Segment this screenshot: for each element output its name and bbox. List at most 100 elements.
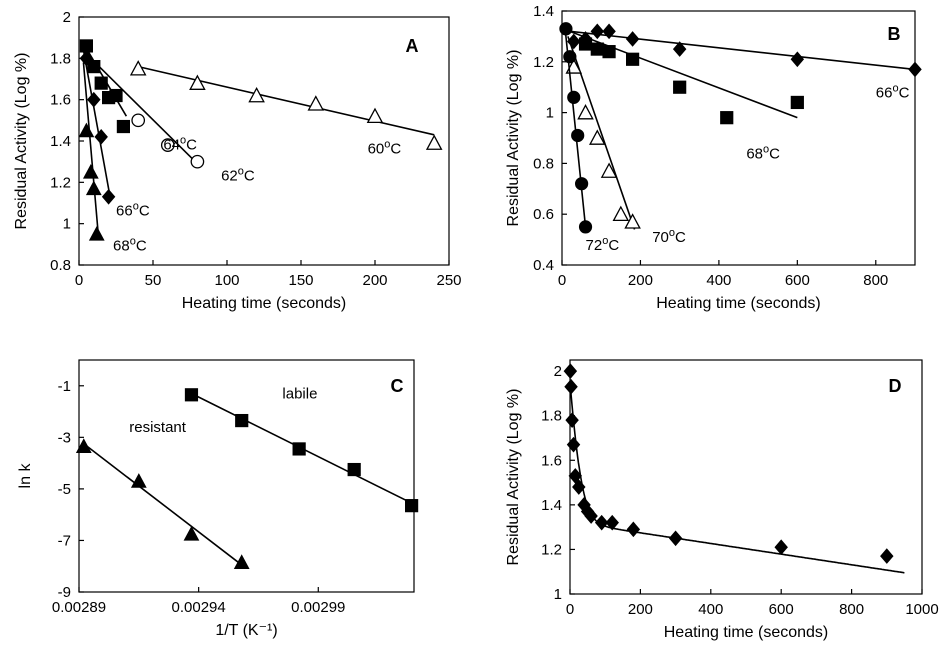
- series-labile: [184, 388, 419, 513]
- series-resistant: [75, 438, 250, 569]
- y-tick-label: -7: [58, 532, 71, 549]
- data-point: [625, 31, 640, 47]
- panel-letter: D: [889, 376, 902, 396]
- x-axis-label: 1/T (K⁻¹): [215, 622, 277, 639]
- y-axis-label: Residual Activity (Log %): [505, 50, 522, 227]
- series-70-c: [565, 36, 641, 230]
- x-tick-label: 200: [628, 272, 653, 289]
- y-axis-label: Residual Activity (Log %): [505, 389, 522, 566]
- data-point: [190, 154, 205, 169]
- data-point: [668, 530, 683, 547]
- fit-curve: [569, 382, 905, 574]
- data-point: [602, 23, 616, 40]
- data-point: [672, 41, 687, 57]
- panel-a: 0 50 100 150 200 250 0.8 1 1.2 1.4 1.6 1.8 2 Heating …: [13, 9, 462, 312]
- x-tick-label: 0: [566, 601, 574, 618]
- y-tick-label: 1.6: [50, 92, 71, 109]
- series-60-c: [129, 60, 443, 150]
- x-axis-label: Heating time (seconds): [182, 295, 347, 312]
- y-tick-label: -1: [58, 378, 71, 395]
- y-tick-label: 1.2: [533, 54, 554, 71]
- data-point: [571, 128, 585, 143]
- data-point: [116, 119, 130, 134]
- x-tick-label: 0.00289: [52, 599, 106, 616]
- data-point: [366, 107, 384, 124]
- x-tick-label: 400: [706, 272, 731, 289]
- data-point: [129, 60, 147, 76]
- data-point: [189, 74, 206, 90]
- data-point: [405, 499, 419, 513]
- panel-b: 0 200 400 600 800 0.4 0.6 0.8 1 1.2 1.4 Heating tim…: [505, 3, 922, 312]
- data-point: [565, 412, 579, 428]
- x-tick-label: 0: [75, 272, 83, 289]
- x-tick-label: 600: [785, 272, 810, 289]
- series-62-c: [90, 57, 205, 169]
- data-point: [94, 76, 108, 90]
- data-point: [566, 436, 581, 453]
- data-point: [183, 525, 200, 541]
- data-point: [109, 88, 123, 103]
- data-point: [774, 539, 788, 556]
- y-tick-label: -3: [58, 429, 71, 446]
- y-tick-label: 1: [63, 216, 71, 233]
- series-annotation: 70oC: [652, 227, 686, 246]
- data-point: [565, 58, 583, 74]
- y-tick-label: 1.8: [50, 50, 71, 67]
- fit-line: [82, 62, 100, 235]
- x-tick-label: 100: [214, 272, 239, 289]
- x-tick-label: 0.00294: [172, 599, 226, 616]
- x-tick-label: 250: [436, 272, 461, 289]
- series-68-c: [78, 62, 105, 241]
- data-point: [248, 86, 265, 103]
- data-point: [575, 177, 589, 191]
- data-point: [790, 51, 805, 68]
- x-tick-label: 150: [288, 272, 313, 289]
- series-0: [563, 363, 905, 574]
- data-point: [563, 50, 577, 64]
- plot-frame: [561, 10, 916, 266]
- panel-c: 0.00289 0.00294 0.00299 -1 -3 -5 -7 -9 1/T (K⁻¹)…: [17, 359, 419, 639]
- series-annotation: 66oC: [116, 200, 150, 219]
- series-annotation: resistant: [129, 419, 187, 436]
- data-point: [78, 122, 95, 138]
- data-point: [590, 42, 604, 56]
- y-tick-label: -5: [58, 481, 71, 498]
- data-point: [564, 378, 578, 395]
- y-axis-label: Residual Activity (Log %): [13, 53, 30, 230]
- data-point: [600, 162, 618, 178]
- x-tick-label: 600: [769, 601, 794, 618]
- x-tick-label: 800: [839, 601, 864, 618]
- data-point: [908, 61, 922, 78]
- data-point: [79, 50, 94, 67]
- y-tick-label: 2: [554, 363, 562, 380]
- y-axis-label: ln k: [17, 463, 34, 489]
- y-tick-label: 1: [546, 105, 554, 122]
- data-point: [626, 521, 641, 538]
- y-tick-label: 1.2: [541, 541, 562, 558]
- data-point: [87, 91, 101, 108]
- y-tick-label: -9: [58, 584, 71, 601]
- data-point: [75, 438, 92, 453]
- data-point: [567, 90, 581, 104]
- data-point: [590, 23, 605, 40]
- y-tick-label: 1.6: [541, 452, 562, 469]
- y-tick-label: 0.8: [50, 257, 71, 274]
- plot-frame: [569, 359, 923, 595]
- data-point: [88, 225, 105, 241]
- data-point: [101, 188, 116, 205]
- data-point: [184, 388, 199, 402]
- y-tick-label: 1.4: [541, 497, 562, 514]
- plot-frame: [78, 359, 415, 593]
- data-point: [626, 52, 640, 66]
- data-point: [94, 129, 108, 145]
- x-axis-label: Heating time (seconds): [656, 295, 821, 312]
- y-tick-label: 1: [554, 586, 562, 603]
- x-tick-label: 0.00299: [291, 599, 345, 616]
- data-point: [79, 39, 93, 53]
- x-axis-label: Heating time (seconds): [664, 624, 829, 641]
- series-annotation: 62oC: [221, 165, 255, 184]
- data-point: [292, 442, 306, 456]
- data-point: [307, 95, 325, 111]
- data-point: [85, 180, 102, 196]
